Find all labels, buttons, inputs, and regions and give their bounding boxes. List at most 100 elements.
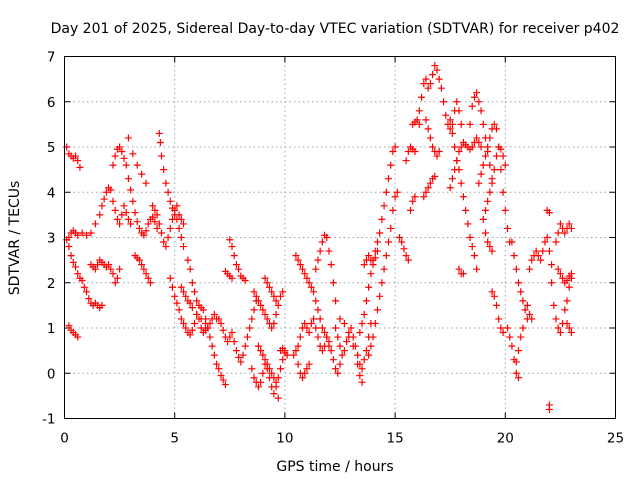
data-point bbox=[554, 265, 562, 273]
series-arc-5 bbox=[87, 256, 124, 287]
data-point bbox=[177, 315, 185, 323]
data-point bbox=[314, 333, 322, 341]
data-point bbox=[292, 252, 300, 260]
data-point bbox=[539, 247, 547, 255]
data-point bbox=[492, 125, 500, 133]
data-point bbox=[301, 270, 309, 278]
data-point bbox=[347, 324, 355, 332]
data-point bbox=[435, 148, 443, 156]
x-tick-label: 25 bbox=[607, 431, 624, 447]
data-point bbox=[155, 220, 163, 228]
y-tick-label: 5 bbox=[47, 140, 56, 156]
data-point bbox=[274, 394, 282, 402]
series-arc-41 bbox=[455, 265, 467, 278]
data-point bbox=[118, 148, 126, 156]
data-point bbox=[78, 276, 86, 284]
data-point bbox=[162, 243, 170, 251]
data-point bbox=[274, 301, 282, 309]
data-point bbox=[325, 247, 333, 255]
data-point bbox=[180, 243, 188, 251]
data-point bbox=[367, 256, 375, 264]
data-point bbox=[221, 381, 229, 389]
data-point bbox=[455, 265, 463, 273]
data-point bbox=[373, 238, 381, 246]
data-point bbox=[477, 170, 485, 178]
data-points bbox=[63, 62, 575, 413]
data-point bbox=[228, 243, 236, 251]
series-arc-15 bbox=[217, 372, 229, 389]
data-point bbox=[404, 148, 412, 156]
data-point bbox=[515, 347, 523, 355]
data-point bbox=[292, 347, 300, 355]
data-point bbox=[455, 107, 463, 115]
data-point bbox=[431, 62, 439, 70]
data-point bbox=[327, 261, 335, 269]
series-arc-22 bbox=[276, 344, 291, 359]
data-point bbox=[556, 270, 564, 278]
data-point bbox=[294, 342, 302, 350]
data-point bbox=[402, 252, 410, 260]
data-point bbox=[356, 372, 364, 380]
y-tick-label: 0 bbox=[47, 366, 56, 382]
series-arc-30 bbox=[365, 188, 401, 359]
data-point bbox=[435, 75, 443, 83]
data-point bbox=[468, 143, 476, 151]
data-point bbox=[411, 148, 419, 156]
data-point bbox=[338, 351, 346, 359]
data-point bbox=[391, 143, 399, 151]
data-point bbox=[180, 288, 188, 296]
y-tick-label: 4 bbox=[47, 185, 56, 201]
data-point bbox=[459, 270, 467, 278]
data-point bbox=[459, 193, 467, 201]
data-point bbox=[228, 329, 236, 337]
data-point bbox=[475, 98, 483, 106]
data-point bbox=[325, 342, 333, 350]
data-point bbox=[171, 206, 179, 214]
data-point bbox=[155, 129, 163, 137]
data-point bbox=[208, 342, 216, 350]
data-point bbox=[105, 261, 113, 269]
data-point bbox=[124, 175, 132, 183]
data-point bbox=[303, 324, 311, 332]
data-point bbox=[98, 202, 106, 210]
data-point bbox=[565, 220, 573, 228]
data-point bbox=[215, 365, 223, 373]
data-point bbox=[490, 292, 498, 300]
data-point bbox=[336, 342, 344, 350]
data-point bbox=[226, 333, 234, 341]
data-point bbox=[188, 304, 196, 312]
data-point bbox=[120, 154, 128, 162]
data-point bbox=[526, 310, 534, 318]
data-point bbox=[415, 120, 423, 128]
series-arc-9 bbox=[155, 129, 188, 251]
y-axis-label: SDTVAR / TECUs bbox=[7, 181, 23, 296]
data-point bbox=[202, 319, 210, 327]
data-point bbox=[384, 238, 392, 246]
data-point bbox=[67, 252, 75, 260]
data-point bbox=[118, 211, 126, 219]
data-point bbox=[552, 238, 560, 246]
y-tick-label: 2 bbox=[47, 276, 56, 292]
data-point bbox=[252, 292, 260, 300]
data-point bbox=[446, 116, 454, 124]
data-point bbox=[442, 111, 450, 119]
data-point bbox=[182, 292, 190, 300]
data-point bbox=[422, 116, 430, 124]
data-point bbox=[129, 197, 137, 205]
data-point bbox=[151, 206, 159, 214]
data-point bbox=[193, 297, 201, 305]
series-arc-34 bbox=[407, 193, 419, 214]
data-point bbox=[235, 353, 243, 361]
data-point bbox=[369, 333, 377, 341]
data-point bbox=[250, 288, 258, 296]
data-point bbox=[398, 238, 406, 246]
data-point bbox=[407, 206, 415, 214]
data-point bbox=[272, 378, 280, 386]
data-point bbox=[215, 315, 223, 323]
series-arc-56 bbox=[563, 319, 575, 337]
data-point bbox=[567, 329, 575, 337]
data-point bbox=[151, 218, 159, 226]
data-point bbox=[378, 215, 386, 223]
data-point bbox=[296, 261, 304, 269]
